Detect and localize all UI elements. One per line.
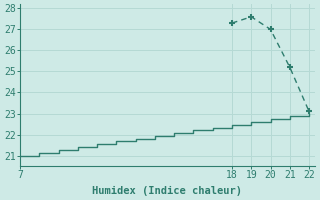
X-axis label: Humidex (Indice chaleur): Humidex (Indice chaleur) <box>92 186 243 196</box>
